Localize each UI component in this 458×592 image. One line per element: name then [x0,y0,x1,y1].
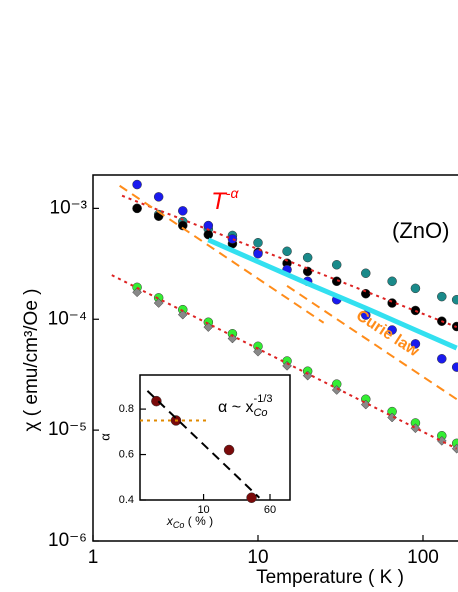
data-point [331,260,342,270]
inset-y-label: α [97,433,112,441]
data-point [282,246,292,257]
data-point [178,220,188,231]
inset-annotation-sub: Co [253,407,267,419]
y-tick-label: 0.8 [119,403,134,415]
data-point [451,362,458,372]
inset-x-label-text: x [166,514,174,528]
data-point [203,322,214,332]
data-point [437,354,447,364]
x-tick-label: 10 [197,504,209,516]
data-point [410,339,421,349]
data-point [331,385,342,395]
data-point [437,291,447,302]
annotation-text: T [211,188,228,215]
y-axis-label: χ ( emu/cm³/Oe ) [21,289,42,432]
y-tick-label: 0.4 [119,494,134,506]
inset-annotation-sup: -1/3 [254,393,273,405]
data-point [177,309,188,320]
data-point [410,283,421,294]
series-line [111,274,458,450]
data-point [227,234,238,244]
data-point [132,179,142,190]
x-tick-label: 1 [88,547,99,568]
data-point [246,492,257,503]
series-line [207,237,458,351]
data-point [253,237,263,248]
data-point [178,206,188,216]
data-point [253,248,263,259]
x-tick-label: 10 [247,547,268,568]
inset-annotation: α ~ xCo -1/3 [218,393,273,419]
x-axis-label: Temperature ( K ) [256,567,404,588]
inset-x-label: xCo ( % ) [166,514,213,530]
series-line [286,285,458,401]
y-tick-label: 10⁻⁵ [48,419,87,440]
y-tick-label: 10⁻³ [50,197,88,218]
y-tick-label: 10⁻⁴ [48,308,87,329]
series-line [119,184,325,324]
data-point [151,395,162,407]
data-point [451,294,458,305]
plot-frame [139,374,291,501]
inset-annotation-text: α ~ x [218,399,253,416]
data-point [132,287,142,298]
x-tick-label: 100 [407,547,439,568]
data-point [451,443,458,454]
y-tick-label: 10⁻⁶ [48,530,87,551]
data-point [132,203,142,214]
data-point [387,276,397,287]
data-point [153,298,164,308]
data-point [153,192,164,202]
data-point [203,229,214,240]
data-point [253,346,263,357]
data-point [387,412,397,423]
data-point [302,252,313,263]
data-point [282,360,292,371]
data-point [387,325,397,335]
inset-x-label-sub: Co [173,520,185,530]
data-point [331,276,342,287]
series-line [146,390,261,499]
annotation: T-α [211,185,239,216]
annotation-sup: -α [226,185,240,201]
inset-x-label-rest: ( % ) [184,514,213,528]
panel-label: (ZnO) [392,218,449,243]
data-point [227,333,238,344]
data-point [361,268,371,278]
y-tick-label: 0.6 [119,448,134,460]
x-tick-label: 60 [264,504,276,516]
data-point [387,298,397,308]
data-point [223,444,235,456]
